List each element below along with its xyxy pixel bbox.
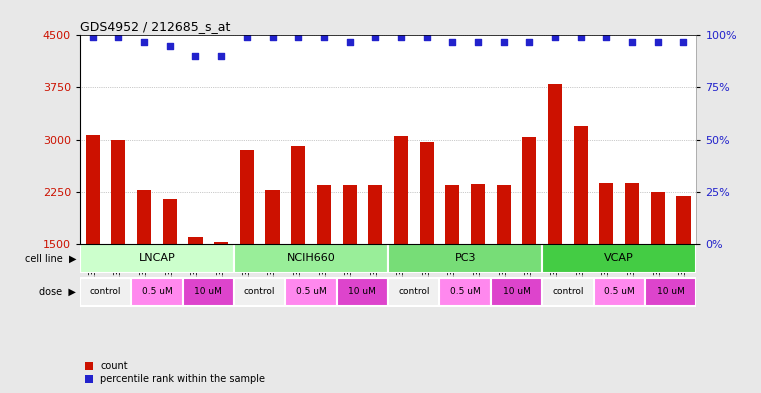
- Bar: [594, 277, 645, 306]
- Text: LNCAP: LNCAP: [139, 253, 175, 263]
- Point: [343, 39, 355, 45]
- Bar: [291, 147, 305, 348]
- Point: [395, 34, 407, 40]
- Bar: [600, 183, 613, 348]
- Point: [472, 39, 484, 45]
- Bar: [548, 84, 562, 348]
- Point: [421, 34, 433, 40]
- Bar: [342, 185, 357, 348]
- Point: [626, 39, 638, 45]
- Bar: [163, 198, 177, 348]
- Bar: [240, 150, 254, 348]
- Bar: [445, 185, 460, 348]
- Text: control: control: [90, 287, 121, 296]
- Bar: [86, 135, 100, 348]
- Point: [240, 34, 253, 40]
- Point: [446, 39, 458, 45]
- Point: [215, 53, 228, 59]
- Bar: [625, 183, 639, 348]
- Bar: [497, 185, 511, 348]
- Bar: [317, 185, 331, 348]
- Point: [292, 34, 304, 40]
- Text: control: control: [244, 287, 275, 296]
- Point: [651, 39, 664, 45]
- Point: [138, 39, 150, 45]
- Text: 10 uM: 10 uM: [349, 287, 377, 296]
- Bar: [80, 277, 132, 306]
- Bar: [368, 185, 382, 348]
- Bar: [111, 140, 126, 348]
- Bar: [491, 277, 543, 306]
- Text: NCIH660: NCIH660: [287, 253, 336, 263]
- Text: 10 uM: 10 uM: [502, 287, 530, 296]
- Text: PC3: PC3: [454, 253, 476, 263]
- Bar: [677, 196, 690, 348]
- Legend: count, percentile rank within the sample: count, percentile rank within the sample: [84, 361, 266, 384]
- Bar: [234, 277, 285, 306]
- Bar: [80, 244, 234, 273]
- Bar: [440, 277, 491, 306]
- Point: [575, 34, 587, 40]
- Text: control: control: [398, 287, 429, 296]
- Point: [318, 34, 330, 40]
- Point: [87, 34, 99, 40]
- Point: [113, 34, 125, 40]
- Point: [524, 39, 536, 45]
- Bar: [419, 142, 434, 348]
- Bar: [471, 184, 485, 348]
- Text: 10 uM: 10 uM: [657, 287, 685, 296]
- Bar: [522, 137, 537, 348]
- Bar: [388, 244, 543, 273]
- Text: 0.5 uM: 0.5 uM: [450, 287, 480, 296]
- Bar: [189, 237, 202, 348]
- Text: control: control: [552, 287, 584, 296]
- Text: cell line  ▶: cell line ▶: [24, 253, 76, 263]
- Bar: [183, 277, 234, 306]
- Text: 10 uM: 10 uM: [194, 287, 222, 296]
- Point: [189, 53, 202, 59]
- Point: [498, 39, 510, 45]
- Bar: [285, 277, 336, 306]
- Bar: [543, 277, 594, 306]
- Bar: [234, 244, 388, 273]
- Bar: [266, 190, 279, 348]
- Point: [164, 42, 176, 49]
- Bar: [214, 242, 228, 348]
- Point: [266, 34, 279, 40]
- Text: VCAP: VCAP: [604, 253, 634, 263]
- Point: [677, 39, 689, 45]
- Text: 0.5 uM: 0.5 uM: [296, 287, 326, 296]
- Bar: [388, 277, 440, 306]
- Text: GDS4952 / 212685_s_at: GDS4952 / 212685_s_at: [80, 20, 231, 33]
- Bar: [394, 136, 408, 348]
- Point: [549, 34, 561, 40]
- Bar: [645, 277, 696, 306]
- Text: 0.5 uM: 0.5 uM: [604, 287, 635, 296]
- Point: [369, 34, 381, 40]
- Bar: [137, 190, 151, 348]
- Bar: [336, 277, 388, 306]
- Bar: [574, 126, 587, 348]
- Bar: [651, 192, 665, 348]
- Text: 0.5 uM: 0.5 uM: [142, 287, 172, 296]
- Text: dose  ▶: dose ▶: [40, 287, 76, 297]
- Point: [600, 34, 613, 40]
- Bar: [543, 244, 696, 273]
- Bar: [132, 277, 183, 306]
